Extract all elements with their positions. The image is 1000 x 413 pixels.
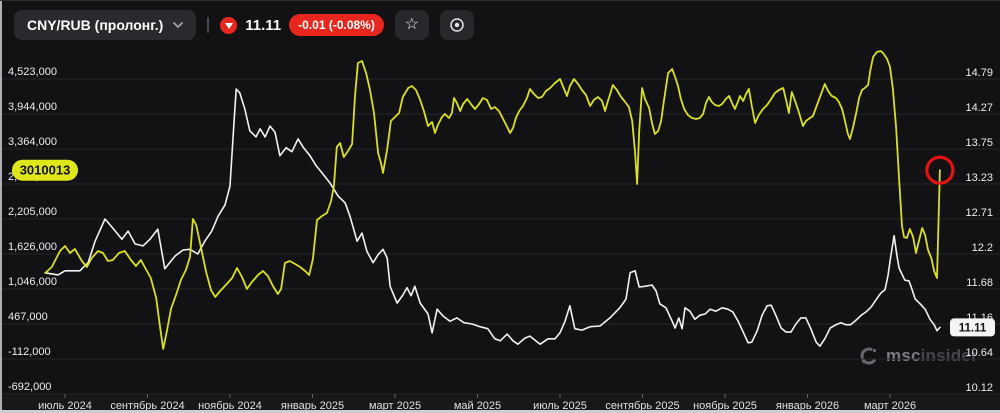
left-axis-label: 3,364,000 — [8, 136, 57, 148]
x-axis-strip — [0, 395, 1000, 413]
watermark-text-bold: msc — [886, 346, 921, 365]
yellow-value-badge — [12, 159, 78, 181]
left-axis-label: 2,205,000 — [8, 206, 57, 218]
left-axis-label: -692,000 — [8, 381, 51, 393]
left-axis-label: 467,000 — [8, 311, 48, 323]
watch-button[interactable] — [439, 10, 474, 40]
quote: 11.11 -0.01 (-0.08%) — [220, 14, 384, 36]
x-axis-label: июль 2024 — [38, 400, 92, 412]
left-axis-label: 4,523,000 — [8, 66, 57, 78]
yellow-left-axis-series — [44, 50, 941, 350]
right-axis-label: 14.27 — [965, 102, 993, 114]
right-axis-label: 11.68 — [966, 277, 993, 289]
left-edge — [0, 1, 2, 413]
x-axis-label: март 2026 — [864, 400, 916, 412]
chevron-down-icon — [173, 22, 184, 28]
x-axis-label: май 2025 — [454, 400, 501, 412]
x-axis-label: сентябрь 2025 — [605, 400, 679, 412]
change-badge: -0.01 (-0.08%) — [289, 14, 384, 36]
right-axis-label: 12.2 — [972, 242, 993, 254]
x-axis-label: ноябрь 2024 — [198, 400, 262, 412]
x-axis-label: январь 2025 — [281, 400, 344, 412]
favorite-button[interactable]: ☆ — [394, 10, 429, 40]
left-axis-label: 3,944,000 — [8, 101, 57, 113]
white-value-badge — [950, 318, 995, 337]
right-axis-label: 10.64 — [965, 347, 993, 359]
x-axis-label: июль 2025 — [533, 400, 587, 412]
latest-point-highlight — [925, 155, 955, 185]
star-icon: ☆ — [404, 16, 420, 33]
right-axis-label: 13.75 — [965, 137, 993, 149]
x-axis-label: март 2025 — [369, 400, 421, 412]
eye-icon — [450, 18, 464, 32]
bottom-edge — [0, 410, 1000, 413]
instrument-label: CNY/RUB (пролонг.) — [27, 17, 164, 33]
x-axis-label: ноябрь 2025 — [693, 400, 757, 412]
right-axis-label: 12.71 — [965, 207, 993, 219]
left-axis-label: -112,000 — [8, 346, 51, 358]
msc-logo-icon — [860, 347, 878, 365]
white-value-badge-text: 11.11 — [959, 322, 987, 334]
toolbar: CNY/RUB (пролонг.) 11.11 -0.01 (-0.08%) … — [14, 10, 474, 40]
left-axis-label: 1,046,000 — [8, 276, 57, 288]
right-axis-label: 14.79 — [965, 67, 993, 79]
toolbar-divider — [207, 17, 210, 33]
right-axis-label: 10.12 — [965, 382, 993, 394]
watermark: mscinsider — [858, 345, 978, 367]
last-price: 11.11 — [245, 16, 282, 34]
yellow-value-badge-text: 3010013 — [20, 163, 71, 178]
x-axis-label: январь 2026 — [776, 400, 839, 412]
x-axis-label: сентябрь 2024 — [110, 400, 184, 412]
direction-down-icon — [220, 16, 238, 34]
right-axis-label: 13.23 — [965, 172, 993, 184]
instrument-selector[interactable]: CNY/RUB (пролонг.) — [14, 10, 197, 40]
watermark-text-light: insider — [920, 346, 978, 365]
white-price-series — [44, 88, 941, 348]
left-axis-label: 1,626,000 — [8, 241, 57, 253]
